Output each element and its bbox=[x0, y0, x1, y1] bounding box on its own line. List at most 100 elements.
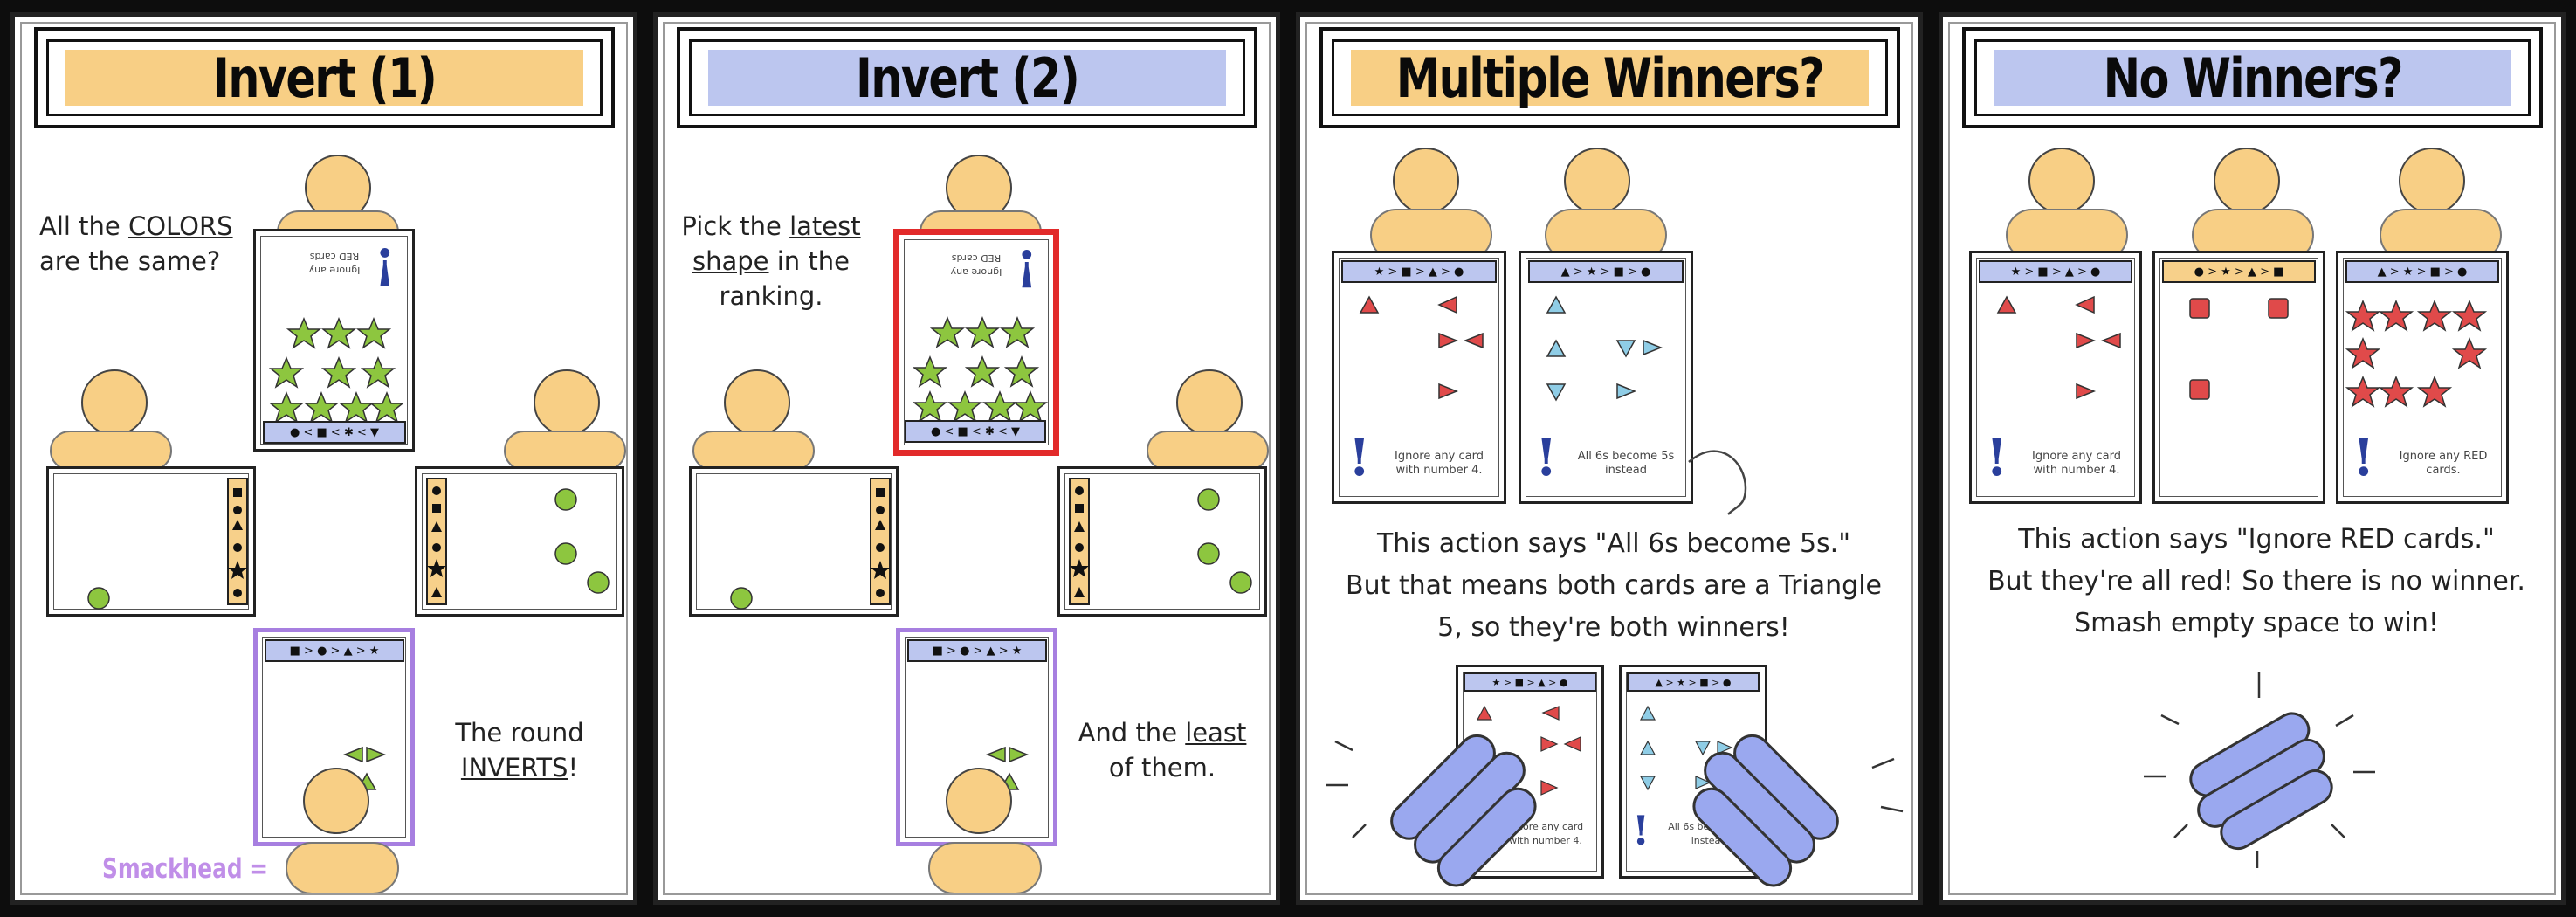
question-part: are the same? bbox=[39, 246, 221, 276]
person-body bbox=[692, 431, 815, 471]
aside-least: least bbox=[1185, 718, 1247, 748]
card-note: Ignore any card with number 4. bbox=[2032, 450, 2121, 477]
explanation-line: But that means both cards are a Triangle bbox=[1346, 570, 1882, 601]
panel-title: Multiple Winners? bbox=[1395, 45, 1825, 110]
question-text: All the COLORS are the same? bbox=[39, 209, 240, 279]
ranking-strip: ■ > ● > ▲ > ★ bbox=[265, 639, 404, 662]
card-note: Ignore any card with number 4. bbox=[1395, 450, 1484, 477]
red-triangles bbox=[1359, 295, 1484, 400]
ranking-strip: ★ > ■ > ▲ > ● bbox=[1464, 672, 1596, 692]
card-left: ★ > ■ > ▲ > ● ! Ignore any card with num… bbox=[1332, 251, 1506, 504]
red-triangles bbox=[1477, 705, 1581, 796]
exclamation-icon: ! bbox=[1632, 807, 1650, 854]
ranking-strip: ▲ > ★ > ■ > ● bbox=[1528, 260, 1684, 283]
green-circle-icon bbox=[87, 488, 247, 610]
explanation-text: This action says "All 6s become 5s." But… bbox=[1318, 523, 1910, 649]
person-icon bbox=[534, 369, 600, 436]
ranking-strip: ● < ■ < ✱ < ▼ bbox=[905, 420, 1046, 443]
top-card: Ignore any RED cards ! ● < ■ < ✱ < ▼ bbox=[253, 229, 415, 452]
ranking-strip: ● > ★ > ▲ > ■ bbox=[2162, 260, 2316, 283]
aside-line: of them. bbox=[1108, 753, 1216, 783]
ranking-strip: ★ > ■ > ▲ > ● bbox=[1341, 260, 1497, 283]
person-icon bbox=[946, 155, 1012, 221]
explanation-line: Smash empty space to win! bbox=[2074, 608, 2439, 638]
red-triangles bbox=[1996, 295, 2121, 400]
right-card bbox=[415, 466, 624, 617]
question-latest: latest bbox=[789, 211, 861, 241]
question-part: All the bbox=[39, 211, 128, 241]
person-icon bbox=[303, 768, 369, 834]
aside-punct: ! bbox=[568, 753, 579, 783]
cyan-triangles bbox=[1546, 295, 1663, 402]
title-bar: Multiple Winners? bbox=[1351, 46, 1869, 110]
card-right: ▲ > ★ > ■ > ● ! All 6s become 5s instead bbox=[1519, 251, 1693, 504]
green-circles bbox=[1070, 486, 1252, 597]
card-right: ▲ > ★ > ■ > ● ! Ignore any RED cards. bbox=[2336, 251, 2509, 504]
person-body bbox=[504, 431, 626, 471]
explanation-line: This action says "All 6s become 5s." bbox=[1376, 528, 1851, 559]
title-bar: No Winners? bbox=[1994, 46, 2511, 110]
person-body bbox=[50, 431, 172, 471]
question-shape: shape bbox=[692, 246, 769, 276]
explanation-line: This action says "Ignore RED cards." bbox=[2018, 524, 2495, 555]
exclamation-icon: ! bbox=[1535, 428, 1558, 487]
question-colors: COLORS bbox=[127, 211, 233, 241]
exclamation-icon: ! bbox=[2352, 428, 2375, 487]
person-icon bbox=[1176, 369, 1243, 436]
exclamation-icon: ! bbox=[1348, 428, 1371, 487]
explanation-line: But they're all red! So there is no winn… bbox=[1987, 566, 2525, 596]
ranking-strip: ▲ > ★ > ■ > ● bbox=[2345, 260, 2499, 283]
smash-hand-icon bbox=[2144, 672, 2375, 868]
smackhead-label: Smackhead = bbox=[102, 853, 269, 885]
aside-line: The round bbox=[455, 718, 584, 748]
aside-text: The round INVERTS! bbox=[432, 715, 607, 785]
left-card bbox=[689, 466, 899, 617]
green-circle-icon bbox=[730, 488, 890, 610]
red-squares bbox=[2189, 298, 2289, 400]
green-stars bbox=[268, 317, 405, 424]
card-note: Ignore any RED cards. bbox=[2399, 450, 2488, 477]
person-icon bbox=[1564, 148, 1630, 214]
ranking-strip-vertical bbox=[227, 478, 248, 605]
question-part: ranking. bbox=[719, 281, 823, 311]
red-stars bbox=[2345, 300, 2488, 408]
green-stars bbox=[912, 316, 1049, 423]
title-bar: Invert (2) bbox=[708, 46, 1226, 110]
smash-hand-icon bbox=[1326, 734, 1904, 887]
question-part: Pick the bbox=[681, 211, 790, 241]
ranking-strip: ■ > ● > ▲ > ★ bbox=[907, 639, 1047, 662]
aside-text: And the least of them. bbox=[1066, 715, 1258, 785]
cyan-triangles bbox=[1640, 705, 1733, 791]
person-icon bbox=[946, 768, 1012, 834]
green-circles bbox=[427, 486, 610, 597]
aside-inverts: INVERTS bbox=[460, 753, 568, 783]
panel-no-winners: No Winners? ★ > ■ > ▲ > ● ! Ignore any c… bbox=[1939, 12, 2566, 905]
card-left: ★ > ■ > ▲ > ● ! Ignore any card with num… bbox=[1969, 251, 2142, 504]
question-part: in the bbox=[768, 246, 850, 276]
question-text: Pick the latest shape in the ranking. bbox=[675, 209, 867, 314]
ranking-strip: ● < ■ < ✱ < ▼ bbox=[263, 421, 406, 444]
right-card bbox=[1057, 466, 1267, 617]
ranking-strip-vertical bbox=[870, 478, 891, 605]
person-icon bbox=[2399, 148, 2465, 214]
left-card bbox=[46, 466, 256, 617]
title-frame: Invert (2) bbox=[677, 27, 1257, 128]
explanation-text: This action says "Ignore RED cards." But… bbox=[1960, 519, 2552, 645]
person-icon bbox=[305, 155, 371, 221]
exclamation-icon: ! bbox=[1986, 428, 2008, 487]
ranking-strip: ★ > ■ > ▲ > ● bbox=[1979, 260, 2132, 283]
squiggle-pointer bbox=[1688, 450, 1747, 515]
panel-invert-2: Invert (2) Pick the latest shape in the … bbox=[653, 12, 1280, 905]
person-icon bbox=[724, 369, 790, 436]
top-card-highlighted: Ignore any RED cards ! ● < ■ < ✱ < ▼ bbox=[893, 229, 1059, 456]
panel-title: Invert (1) bbox=[212, 45, 437, 110]
card-middle: ● > ★ > ▲ > ■ bbox=[2152, 251, 2325, 504]
person-icon bbox=[2214, 148, 2280, 214]
title-frame: No Winners? bbox=[1962, 27, 2543, 128]
title-frame: Multiple Winners? bbox=[1319, 27, 1900, 128]
explanation-line: 5, so they're both winners! bbox=[1437, 612, 1790, 643]
title-bar: Invert (1) bbox=[65, 46, 583, 110]
person-body bbox=[286, 842, 399, 894]
title-frame: Invert (1) bbox=[34, 27, 615, 128]
ranking-strip-vertical bbox=[1069, 478, 1090, 605]
